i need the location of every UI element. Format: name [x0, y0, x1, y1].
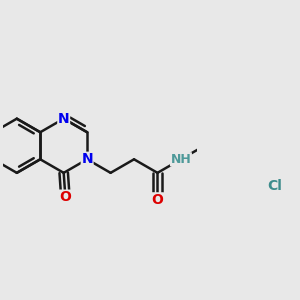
Text: Cl: Cl [267, 179, 282, 194]
Text: O: O [152, 193, 164, 207]
Text: NH: NH [171, 153, 191, 166]
Text: N: N [81, 152, 93, 166]
Text: O: O [59, 190, 71, 204]
Text: N: N [58, 112, 70, 126]
